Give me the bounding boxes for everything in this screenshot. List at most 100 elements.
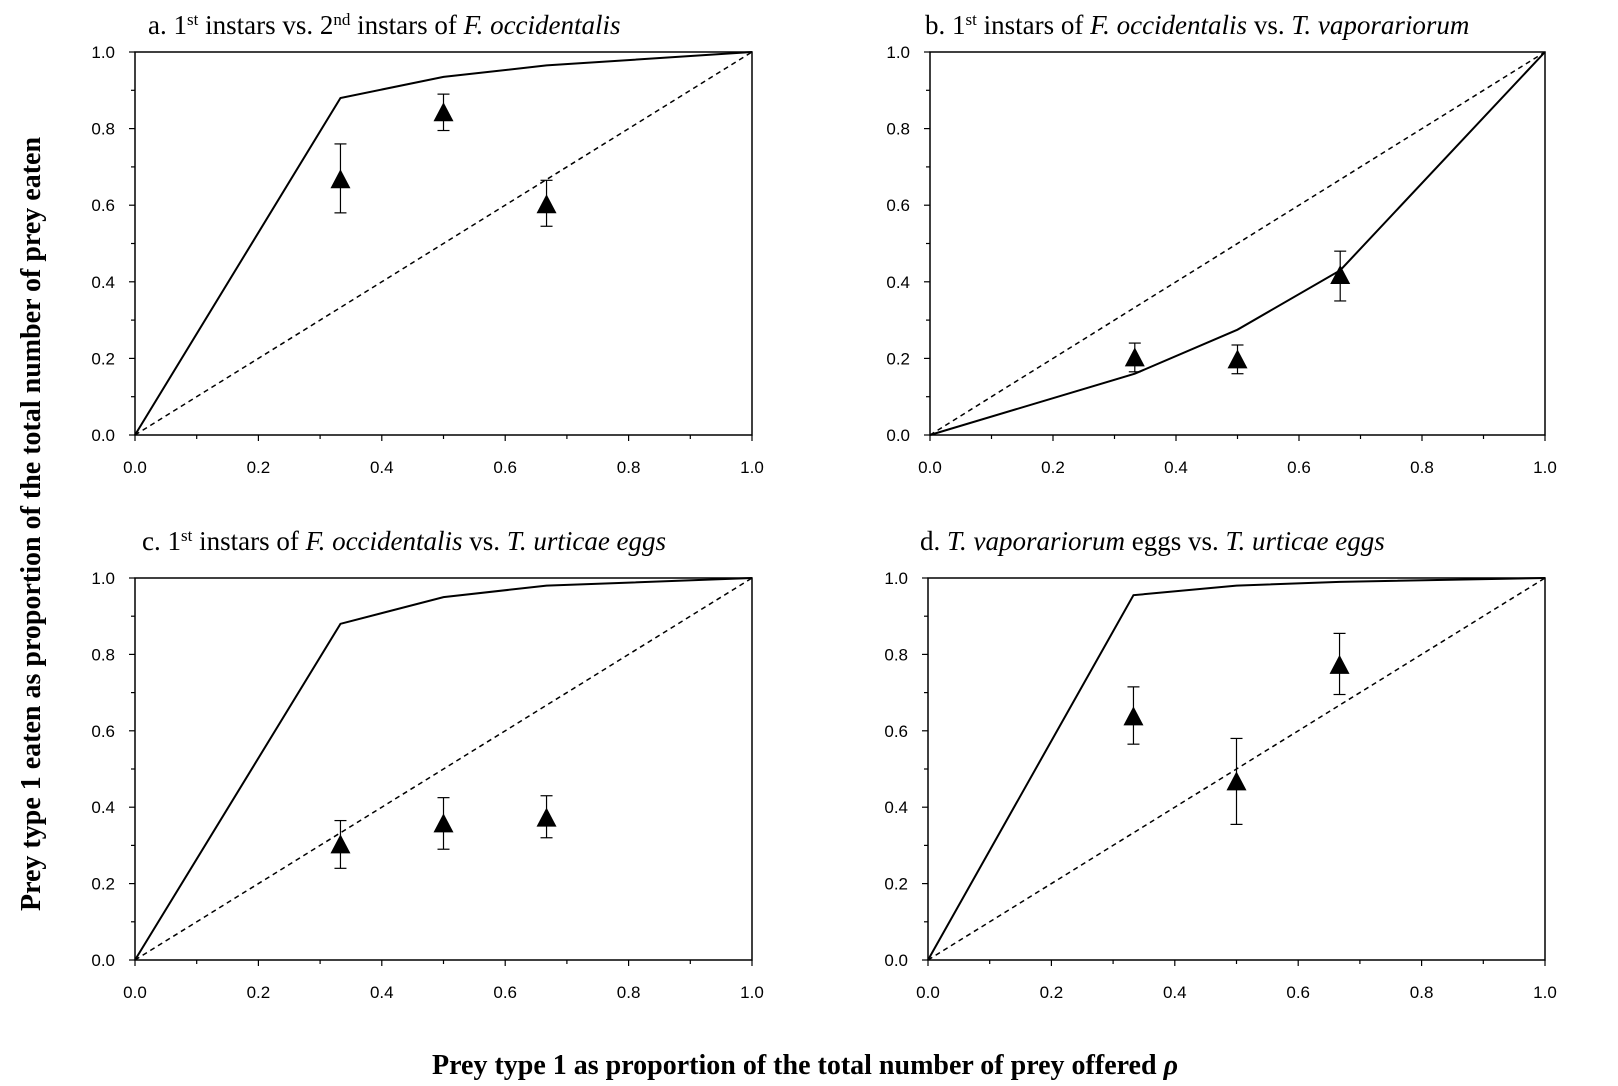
panel-a-y-tick-label: 0.8 [91,120,115,139]
panel-d-x-tick-label: 1.0 [1533,983,1557,1002]
panel-b-title-part: vs. [1247,10,1291,40]
panel-d-data-point [1329,632,1350,696]
panel-c-triangle-marker [536,807,557,827]
panel-b-x-tick-label: 0.2 [1041,458,1065,477]
panel-a-x-tick-label: 0.8 [617,458,641,477]
panel-b-title: b. 1st instars of F. occidentalis vs. T.… [925,10,1469,41]
panel-b-y-tick-label: 0.8 [886,120,910,139]
panel-a-title-part: instars of [350,10,463,40]
panel-c-title-part: T. urticae eggs [507,526,666,556]
panel-c-model-line [134,577,753,961]
panel-d-title: d. T. vaporariorum eggs vs. T. urticae e… [920,526,1385,556]
x-axis-title-symbol: ρ [1163,1050,1178,1081]
panel-c: c. 1st instars of F. occidentalis vs. T.… [91,526,763,1003]
panel-d-data-point [1123,686,1144,745]
panel-b-reference-line [929,51,1546,436]
panel-a-y-tick-label: 0.4 [91,273,115,292]
panel-b-triangle-marker [1124,347,1145,367]
panel-c-title-part: st [181,526,193,545]
panel-c-title: c. 1st instars of F. occidentalis vs. T.… [142,526,666,557]
panel-a-model-line [134,51,753,436]
panel-a-y-tick-label: 0.6 [91,196,115,215]
panel-a-triangle-marker [330,169,351,189]
panel-b-title-part: st [966,10,978,29]
panel-b-x-tick-label: 0.8 [1410,458,1434,477]
panel-a-triangle-marker [433,102,454,122]
panel-d-triangle-marker [1226,771,1247,791]
panel-a-y-tick-label: 0.2 [91,349,115,368]
panel-b-title-part: instars of [977,10,1090,40]
panel-a-data-point [433,93,454,132]
panel-a-data-point [330,143,351,214]
panel-b-y-tick-label: 1.0 [886,43,910,62]
panel-d-y-tick-label: 0.0 [884,951,908,970]
panel-d-y-tick-label: 1.0 [884,569,908,588]
panel-c-data-point [536,795,557,839]
panel-b-title-part: b. 1 [925,10,966,40]
panel-a-title-part: instars vs. 2 [198,10,333,40]
panel-c-y-tick-label: 0.0 [91,951,115,970]
panel-a-reference-line [134,51,753,436]
panel-b-data-point [1330,250,1351,302]
panel-d-title-part: eggs vs. [1125,526,1226,556]
panel-d-data-point [1226,737,1247,825]
y-axis-title: Prey type 1 eaten as proportion of the t… [16,137,47,911]
panel-a-title-part: a. 1 [148,10,187,40]
panel-d-y-tick-label: 0.2 [884,875,908,894]
x-axis-title: Prey type 1 as proportion of the total n… [432,1050,1178,1081]
panel-a-y-tick-label: 1.0 [91,43,115,62]
panel-b-triangle-marker [1330,265,1351,285]
panel-a-x-tick-label: 0.2 [247,458,271,477]
panel-c-x-tick-label: 0.4 [370,983,394,1002]
panel-c-title-part: c. 1 [142,526,181,556]
panel-a-title: a. 1st instars vs. 2nd instars of F. occ… [148,10,621,41]
panel-b-y-tick-label: 0.4 [886,273,910,292]
panel-c-x-tick-label: 0.8 [617,983,641,1002]
panel-b-title-part: T. vaporariorum [1291,10,1469,40]
panel-c-x-tick-label: 0.6 [493,983,517,1002]
panels: a. 1st instars vs. 2nd instars of F. occ… [91,10,1556,1003]
panel-b-triangle-marker [1227,349,1248,369]
panel-c-data-point [433,797,454,850]
panel-d-title-part: d. [920,526,947,556]
panel-d-triangle-marker [1123,706,1144,726]
panel-b-title-part: F. occidentalis [1089,10,1247,40]
panel-c-x-tick-label: 0.2 [247,983,271,1002]
panel-d-title-part: T. urticae eggs [1226,526,1385,556]
panel-a-y-tick-label: 0.0 [91,426,115,445]
panel-d-x-tick-label: 0.0 [916,983,940,1002]
panel-a-x-tick-label: 1.0 [740,458,764,477]
panel-c-data-point [330,819,351,869]
panel-c-y-tick-label: 0.2 [91,875,115,894]
panel-a-x-tick-label: 0.4 [370,458,394,477]
panel-b: b. 1st instars of F. occidentalis vs. T.… [886,10,1556,478]
panel-b-x-tick-label: 0.0 [918,458,942,477]
panel-d-y-tick-label: 0.6 [884,722,908,741]
panel-b-x-tick-label: 0.6 [1287,458,1311,477]
panel-d-model-line [927,577,1546,961]
panel-c-title-part: F. occidentalis [305,526,463,556]
panel-c-reference-line [134,577,753,961]
panel-d-title-part: T. vaporariorum [947,526,1125,556]
panel-a-title-part: st [187,10,199,29]
panel-d-y-tick-label: 0.8 [884,645,908,664]
panel-a-title-part: F. occidentalis [463,10,621,40]
panel-d-x-tick-label: 0.2 [1040,983,1064,1002]
panel-d-triangle-marker [1329,654,1350,674]
panel-c-x-tick-label: 1.0 [740,983,764,1002]
panel-b-y-tick-label: 0.6 [886,196,910,215]
panel-d-x-tick-label: 0.6 [1286,983,1310,1002]
panel-d: d. T. vaporariorum eggs vs. T. urticae e… [884,526,1556,1002]
panel-a-x-tick-label: 0.6 [493,458,517,477]
panel-d-x-tick-label: 0.4 [1163,983,1187,1002]
panel-c-triangle-marker [330,834,351,854]
panel-c-triangle-marker [433,813,454,833]
panel-c-y-tick-label: 0.4 [91,798,115,817]
panel-b-x-tick-label: 1.0 [1533,458,1557,477]
panel-c-title-part: instars of [192,526,305,556]
panel-b-data-point [1124,342,1145,373]
panel-a-triangle-marker [536,194,557,214]
panel-c-y-tick-label: 0.6 [91,722,115,741]
panel-c-x-tick-label: 0.0 [123,983,147,1002]
